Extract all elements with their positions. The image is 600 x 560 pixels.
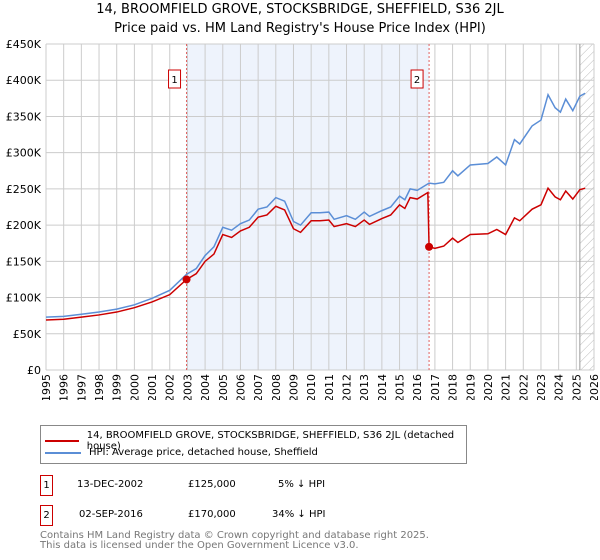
- sale-price: £170,000: [188, 509, 236, 520]
- sale-marker-badge: 1: [40, 475, 53, 496]
- y-tick-label: £150K: [6, 255, 42, 268]
- y-tick-label: £400K: [6, 74, 42, 87]
- x-tick-label: 2007: [252, 374, 265, 400]
- legend-swatch-property: [45, 440, 79, 442]
- chart-title: 14, BROOMFIELD GROVE, STOCKSBRIDGE, SHEF…: [96, 2, 504, 17]
- sale-label-box: [410, 69, 424, 89]
- legend-label-hpi: HPI: Average price, detached house, Shef…: [89, 447, 318, 458]
- y-tick-label: £200K: [6, 219, 42, 232]
- sale-period-shading: [186, 44, 430, 370]
- y-tick-label: £350K: [6, 110, 42, 123]
- sale-date: 02-SEP-2016: [79, 509, 143, 520]
- x-tick-label: 2008: [270, 374, 283, 400]
- sale-point: [182, 275, 191, 284]
- y-tick-label: £0: [27, 364, 41, 377]
- x-tick-label: 2012: [341, 374, 354, 400]
- x-tick-label: 1998: [93, 374, 106, 400]
- x-tick-label: 2015: [394, 374, 407, 400]
- sale-price: £125,000: [188, 479, 236, 490]
- x-tick-label: 1997: [75, 374, 88, 400]
- forecast-hatch: [579, 44, 594, 370]
- sale-label: 2: [414, 75, 420, 86]
- y-tick-label: £300K: [6, 147, 42, 160]
- y-tick-label: £100K: [6, 292, 42, 305]
- hpi-line: [45, 92, 586, 318]
- footer-licence: This data is licensed under the Open Gov…: [40, 540, 359, 551]
- x-tick-label: 1999: [111, 374, 124, 400]
- footer-copyright: Contains HM Land Registry data © Crown c…: [40, 530, 429, 541]
- sale-row-1: 1 13-DEC-2002 £125,000 5% ↓ HPI: [40, 475, 600, 496]
- x-tick-label: 2010: [305, 374, 318, 400]
- x-tick-label: 2021: [500, 374, 513, 400]
- y-tick-label: £250K: [6, 183, 42, 196]
- x-tick-label: 2001: [146, 374, 159, 400]
- x-tick-label: 2017: [429, 374, 442, 400]
- x-tick-label: 2002: [164, 374, 177, 400]
- x-tick-label: 2026: [588, 374, 600, 400]
- x-tick-label: 2018: [447, 374, 460, 400]
- x-tick-label: 2006: [234, 374, 247, 400]
- legend: 14, BROOMFIELD GROVE, STOCKSBRIDGE, SHEF…: [40, 425, 467, 464]
- x-tick-label: 1996: [58, 374, 71, 400]
- sale-date: 13-DEC-2002: [77, 479, 144, 490]
- legend-swatch-hpi: [45, 451, 81, 454]
- sale-hpi-diff: 5% ↓ HPI: [278, 479, 326, 490]
- price-chart: £0 £50K £100K £150K £200K £250K £300K £350K £400…: [6, 38, 600, 400]
- sale-label: 1: [171, 75, 177, 86]
- x-tick-label: 2024: [553, 374, 566, 400]
- x-tick-label: 2014: [376, 374, 389, 400]
- x-tick-label: 2020: [482, 374, 495, 400]
- sale-marker-badge: 2: [40, 505, 53, 526]
- x-tick-label: 2009: [287, 374, 300, 400]
- x-tick-label: 2000: [128, 374, 141, 400]
- x-tick-label: 2003: [181, 374, 194, 400]
- y-tick-label: £50K: [13, 328, 42, 341]
- y-tick-label: £450K: [6, 38, 42, 51]
- sale-point: [425, 242, 434, 251]
- x-tick-label: 2013: [358, 374, 371, 400]
- x-tick-label: 1995: [40, 374, 53, 400]
- x-tick-label: 2025: [570, 374, 583, 400]
- x-tick-label: 2004: [199, 374, 212, 400]
- x-tick-label: 2022: [517, 374, 530, 400]
- sale-hpi-diff: 34% ↓ HPI: [272, 509, 326, 520]
- legend-label-property: 14, BROOMFIELD GROVE, STOCKSBRIDGE, SHEF…: [86, 430, 455, 452]
- x-tick-label: 2019: [464, 374, 477, 400]
- x-tick-label: 2011: [323, 374, 336, 400]
- sale-row-2: 2 02-SEP-2016 £170,000 34% ↓ HPI: [40, 505, 600, 526]
- chart-subtitle: Price paid vs. HM Land Registry's House …: [114, 21, 486, 36]
- sale-label-box: [168, 69, 182, 89]
- x-tick-label: 2023: [535, 374, 548, 400]
- x-tick-label: 2005: [217, 374, 230, 400]
- property-price-line: [45, 186, 586, 321]
- x-tick-label: 2016: [411, 374, 424, 400]
